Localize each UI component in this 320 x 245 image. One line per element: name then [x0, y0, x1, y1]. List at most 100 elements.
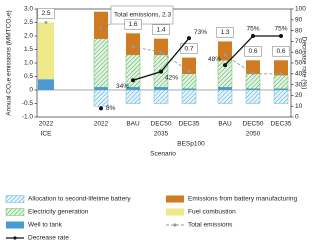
total-marker: [44, 21, 48, 24]
bar-segment: [218, 87, 232, 90]
bar-segment: [154, 38, 168, 55]
bar-segment: [246, 88, 260, 90]
decrease-marker: [159, 69, 163, 74]
bar-segment: [274, 88, 288, 90]
total-label: Total emissions, 2.3: [114, 12, 171, 19]
y2-tick-label: 100: [295, 6, 306, 13]
x-tick-label: DEC50: [243, 121, 264, 128]
legend-swatch: [5, 208, 25, 216]
total-marker: [159, 50, 163, 54]
x-tick-label: 2022: [94, 121, 109, 128]
y2-tick-label: 50: [295, 60, 303, 67]
y2-tick-label: 60: [295, 49, 303, 56]
y-tick-label: 0: [29, 87, 33, 94]
scenario-label: BESp100: [177, 141, 205, 148]
bar-segment: [181, 73, 197, 89]
bar-segment: [182, 57, 196, 74]
total-line: [132, 46, 190, 72]
legend-marker: [173, 223, 177, 227]
bar-segment: [126, 87, 140, 90]
x-tick-label: DEC35: [179, 121, 200, 128]
x-tick-label: DEC50: [151, 121, 172, 128]
x-axis-title: Scenario: [150, 151, 176, 158]
legend-label: Fuel combustion: [188, 209, 236, 216]
y2-tick-label: 70: [295, 38, 303, 45]
legend-label: Decrease rate: [28, 235, 69, 242]
bar-segment: [246, 60, 260, 74]
legend-swatch: [6, 221, 24, 229]
decrease-label: 75%: [246, 26, 259, 33]
decrease-label: 73%: [194, 29, 207, 36]
bar-segment: [126, 33, 140, 55]
x-tick-label: DEC35: [271, 121, 292, 128]
total-label: 1.6: [128, 21, 137, 28]
decrease-marker: [223, 63, 227, 68]
decrease-label: 75%: [274, 26, 287, 33]
total-label: 1.3: [220, 29, 229, 36]
bar-segment: [245, 73, 261, 89]
y2-tick-label: 20: [295, 92, 303, 99]
legend-swatch: [166, 195, 184, 203]
decrease-marker: [187, 36, 191, 41]
y-axis-title: Annual CO₂e emissions (MMTCO₂e): [6, 10, 13, 115]
bar-segment: [125, 89, 141, 104]
legend-swatch: [5, 195, 25, 203]
decrease-label: 48%: [208, 56, 221, 63]
bar-segment: [93, 89, 109, 107]
decrease-marker: [251, 34, 255, 38]
y2-tick-label: 30: [295, 81, 303, 88]
bar-segment: [94, 87, 108, 90]
total-marker: [223, 53, 227, 57]
bar-segment: [182, 88, 196, 90]
y2-tick-label: 80: [295, 27, 303, 34]
legend-marker: [13, 236, 17, 240]
y-tick-label: 1.5: [24, 46, 33, 53]
legend-label: Allocation to second-lifetime battery: [28, 196, 131, 203]
bar-segment: [38, 22, 54, 80]
legend-label: Well to tank: [28, 222, 63, 229]
group-label: ICE: [41, 131, 53, 138]
y2-tick-label: 90: [295, 17, 303, 24]
y-tick-label: 0.5: [24, 73, 33, 80]
bar-segment: [273, 89, 289, 104]
bar-segment: [94, 11, 108, 39]
total-label: 0.7: [184, 45, 193, 52]
total-label: 0.6: [276, 48, 285, 55]
total-marker: [279, 72, 283, 76]
total-marker: [251, 72, 255, 76]
y-tick-label: 3.0: [24, 6, 33, 13]
bar-segment: [274, 60, 288, 76]
y-tick-label: 2.5: [24, 19, 33, 26]
bar-segment: [181, 89, 197, 104]
decrease-marker: [99, 106, 103, 111]
total-label-box: [124, 19, 142, 30]
bar-segment: [153, 89, 169, 104]
bar-segment: [217, 89, 233, 104]
total-label-box: [272, 46, 290, 57]
total-label-box: [152, 24, 170, 35]
y2-axis-title: Decrease rate (%): [300, 37, 307, 90]
total-marker: [187, 69, 191, 73]
total-label: 0.6: [248, 48, 257, 55]
total-label: 2.5: [41, 10, 50, 17]
y2-tick-label: 10: [295, 103, 303, 110]
y-tick-label: -0.5: [22, 100, 34, 107]
legend-label: Total emissions: [188, 222, 233, 229]
chart: Annual CO₂e emissions (MMTCO₂e) Decrease…: [5, 6, 308, 242]
legend-label: Electricity generation: [28, 209, 89, 216]
total-label-leader: [100, 23, 112, 29]
y2-tick-label: 0: [295, 114, 299, 121]
bar-segment: [218, 41, 232, 61]
total-label-box: [37, 8, 55, 19]
decrease-marker: [279, 34, 283, 38]
total-marker: [131, 45, 135, 49]
bar-segment: [38, 79, 54, 90]
legend-swatch: [166, 208, 184, 216]
total-label-box: [244, 46, 262, 57]
bar-segment: [245, 89, 261, 104]
bar-segment: [93, 38, 109, 88]
y-tick-label: 2.0: [24, 33, 33, 40]
decrease-marker: [131, 78, 135, 83]
decrease-label: 34%: [116, 83, 129, 90]
y-tick-label: -1.0: [22, 114, 34, 121]
